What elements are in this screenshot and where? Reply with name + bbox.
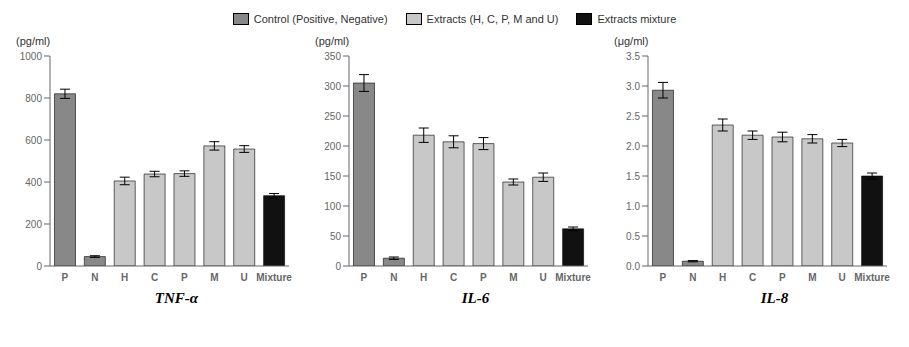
svg-text:M: M (509, 272, 517, 283)
svg-text:P: P (660, 272, 667, 283)
svg-text:P: P (181, 272, 188, 283)
svg-text:3.0: 3.0 (626, 81, 640, 92)
svg-text:1000: 1000 (20, 51, 43, 62)
svg-text:0: 0 (36, 261, 42, 272)
svg-text:1.0: 1.0 (626, 201, 640, 212)
svg-text:N: N (689, 272, 696, 283)
svg-text:P: P (779, 272, 786, 283)
svg-text:0: 0 (335, 261, 341, 272)
html-text:Extracts (H, C, P, M and U): Extracts (H, C, P, M and U) (426, 13, 559, 25)
svg-text:N: N (390, 272, 397, 283)
svg-text:300: 300 (324, 81, 341, 92)
svg-text:150: 150 (324, 171, 341, 182)
svg-text:Mixture: Mixture (854, 272, 890, 283)
svg-text:Mixture: Mixture (256, 272, 292, 283)
svg-text:3.5: 3.5 (626, 51, 640, 62)
svg-text:C: C (151, 272, 158, 283)
svg-text:U: U (540, 272, 547, 283)
svg-text:N: N (91, 272, 98, 283)
svg-text:H: H (121, 272, 128, 283)
svg-text:M: M (808, 272, 816, 283)
svg-text:100: 100 (324, 201, 341, 212)
html-text:(pg/ml): (pg/ml) (315, 35, 350, 47)
svg-text:M: M (210, 272, 218, 283)
svg-text:350: 350 (324, 51, 341, 62)
svg-text:400: 400 (25, 177, 42, 188)
html-text:(pg/ml): (pg/ml) (16, 35, 51, 47)
svg-text:P: P (62, 272, 69, 283)
svg-text:U: U (839, 272, 846, 283)
html-text:Control (Positive, Negative): Control (Positive, Negative) (253, 13, 388, 25)
html-text:(μg/ml): (μg/ml) (614, 35, 649, 47)
svg-text:200: 200 (25, 219, 42, 230)
html-text:IL-8: IL-8 (760, 290, 789, 306)
html-text:IL-6: IL-6 (461, 290, 490, 306)
svg-text:200: 200 (324, 141, 341, 152)
svg-text:C: C (450, 272, 457, 283)
svg-text:P: P (480, 272, 487, 283)
svg-text:2.5: 2.5 (626, 111, 640, 122)
svg-text:U: U (241, 272, 248, 283)
svg-text:0.0: 0.0 (626, 261, 640, 272)
html-text:TNF-α: TNF-α (154, 290, 199, 306)
svg-text:0.5: 0.5 (626, 231, 640, 242)
svg-text:800: 800 (25, 93, 42, 104)
svg-text:50: 50 (330, 231, 342, 242)
svg-text:P: P (361, 272, 368, 283)
svg-text:2.0: 2.0 (626, 141, 640, 152)
svg-text:250: 250 (324, 111, 341, 122)
svg-text:H: H (420, 272, 427, 283)
svg-text:H: H (719, 272, 726, 283)
html-text:Extracts mixture: Extracts mixture (597, 13, 677, 25)
svg-text:Mixture: Mixture (555, 272, 591, 283)
svg-text:600: 600 (25, 135, 42, 146)
svg-text:1.5: 1.5 (626, 171, 640, 182)
svg-text:C: C (749, 272, 756, 283)
